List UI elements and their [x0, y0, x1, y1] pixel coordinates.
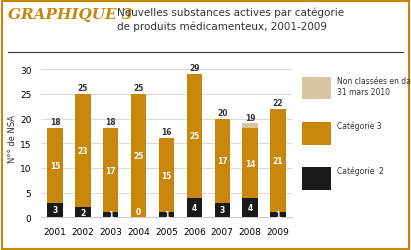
Text: 1: 1	[164, 210, 169, 220]
Text: 1: 1	[108, 210, 113, 220]
Text: 25: 25	[78, 84, 88, 92]
Bar	[187, 198, 202, 218]
Text: 19: 19	[245, 113, 255, 122]
Text: 21: 21	[272, 156, 283, 166]
Y-axis label: N°° de NSA: N°° de NSA	[8, 115, 17, 163]
Text: 1: 1	[275, 210, 280, 220]
Text: 25: 25	[134, 84, 144, 92]
Bar	[270, 109, 286, 212]
Bar	[75, 208, 90, 218]
Text: 14: 14	[245, 159, 255, 168]
Bar	[159, 212, 174, 218]
Text: 23: 23	[78, 146, 88, 156]
Text: GRAPHIQUE 3: GRAPHIQUE 3	[8, 8, 133, 22]
Text: 0: 0	[136, 208, 141, 216]
Text: Nouvelles substances actives par catégorie
de produits médicamenteux, 2001-2009: Nouvelles substances actives par catégor…	[117, 8, 344, 32]
Bar	[47, 129, 63, 203]
Bar	[159, 139, 174, 212]
Text: 20: 20	[217, 108, 227, 117]
Text: 17: 17	[106, 166, 116, 175]
Text: 15: 15	[161, 171, 172, 180]
Text: 16: 16	[161, 128, 172, 137]
Text: 15: 15	[50, 161, 60, 170]
Text: 25: 25	[134, 152, 144, 160]
Bar	[215, 203, 230, 218]
Bar	[270, 212, 286, 218]
Text: 29: 29	[189, 64, 200, 73]
Text: 3: 3	[53, 206, 58, 214]
Text: 25: 25	[189, 132, 199, 141]
Bar	[242, 129, 258, 198]
Bar	[103, 212, 118, 218]
Text: 4: 4	[192, 203, 197, 212]
Bar	[47, 203, 63, 218]
Bar	[131, 94, 146, 218]
Bar	[187, 75, 202, 198]
Bar	[75, 94, 90, 208]
Text: 4: 4	[247, 203, 253, 212]
Text: 3: 3	[219, 206, 225, 214]
Text: 22: 22	[272, 98, 283, 107]
Bar	[215, 119, 230, 203]
Bar	[242, 124, 258, 129]
Text: 18: 18	[50, 118, 60, 127]
Bar	[103, 129, 118, 212]
Text: Non classées en date du
31 mars 2010: Non classées en date du 31 mars 2010	[337, 76, 411, 97]
Text: 18: 18	[106, 118, 116, 127]
Bar	[242, 198, 258, 218]
Text: 17: 17	[217, 156, 227, 166]
Text: 2: 2	[80, 208, 85, 217]
Text: Catégorie 3: Catégorie 3	[337, 121, 382, 131]
Text: Catégorie  2: Catégorie 2	[337, 166, 384, 176]
